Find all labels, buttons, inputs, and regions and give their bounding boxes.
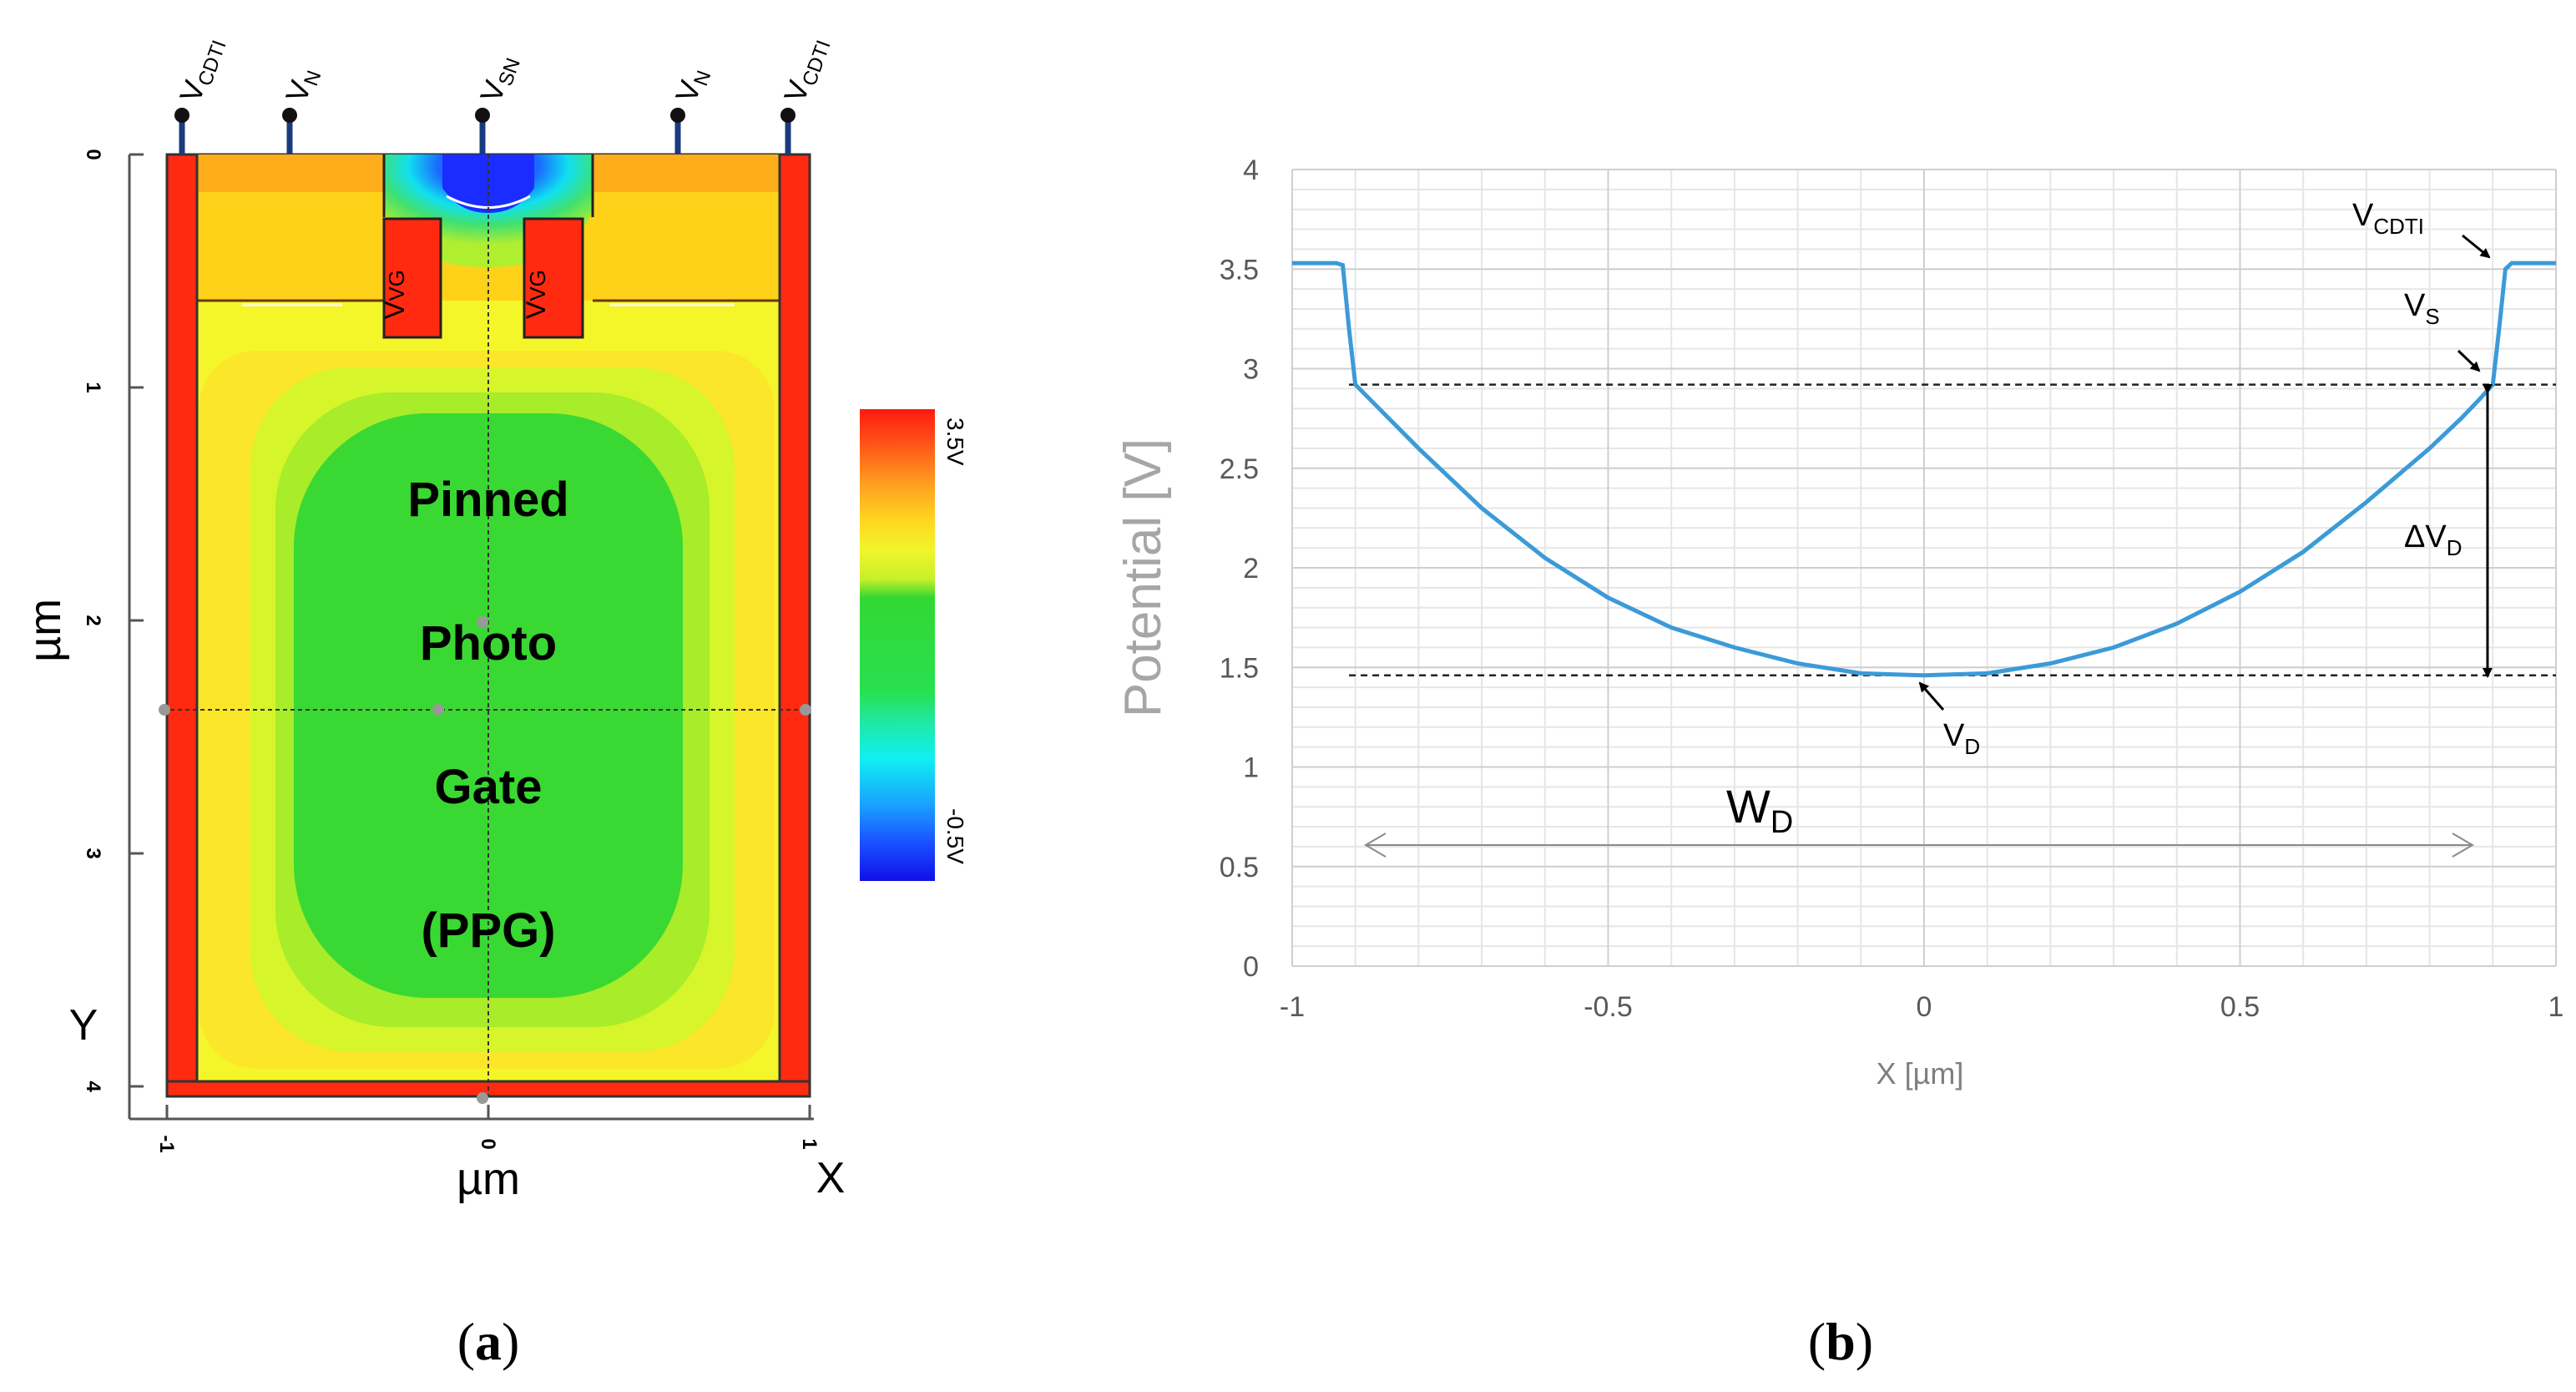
y-tick-labels: 0 0.5 1 1.5 2 2.5 3 3.5 4 [1220, 154, 1259, 983]
sense-node-core [442, 154, 534, 213]
contact-label-vsn: VSN [473, 50, 525, 108]
x-axis-title: µm [457, 1154, 520, 1204]
colorbar-max-label: 3.5V [942, 418, 968, 466]
panel-a: VCDTI VN VSN VN VCDTI VVG VVG Pinned Pho… [20, 33, 968, 1371]
annotation-vs: VS [2404, 288, 2440, 329]
cutline-node [159, 704, 170, 716]
wd-arrowhead-left [1364, 833, 1386, 858]
y-tick-label: 0 [1243, 951, 1259, 983]
panel-a-x-ticks [165, 1105, 811, 1119]
x-axis-letter: X [816, 1154, 846, 1202]
y-tick-label: 1.5 [1220, 652, 1259, 684]
x-tick-label: 0 [1917, 991, 1932, 1023]
potential-series-line [1292, 261, 2556, 678]
cutline-node [477, 616, 488, 628]
x-axis-title: X [µm] [1876, 1056, 1964, 1091]
colorbar [860, 409, 935, 881]
y-axis-title: Potential [V] [1114, 438, 1172, 717]
y-tick-label: 0.5 [1220, 852, 1259, 883]
cutline-node [432, 704, 444, 716]
colorbar-min-label: -0.5V [942, 808, 968, 864]
x-tick-label: 0.5 [2220, 991, 2260, 1023]
panel-b: 0 0.5 1 1.5 2 2.5 3 3.5 4 -1 -0.5 0 0.5 1 Potential … [1114, 154, 2563, 1371]
wd-arrowhead-right [2452, 833, 2474, 858]
panel-a-y-ticks [129, 153, 144, 1088]
y-tick-label: 4 [1243, 154, 1259, 186]
vertical-gate-left [382, 217, 442, 339]
y-axis-letter: Y [69, 1001, 98, 1050]
x-tick-label: -1 [1280, 991, 1305, 1023]
arrow-vcdti [2462, 234, 2491, 259]
gate-label-right: VVG [521, 270, 551, 319]
ppg-label-line-1: Pinned [407, 473, 568, 527]
major-grid [1291, 169, 2557, 967]
cdti-left [165, 153, 199, 1098]
vertical-gate-right [523, 217, 584, 339]
annotation-vd: VD [1943, 718, 1980, 759]
cutline-node [477, 1092, 488, 1104]
annotation-delta-vd: ΔVD [2404, 519, 2462, 560]
x-tick-label: 1 [2548, 991, 2564, 1023]
y-tick-label: 2.5 [1220, 453, 1259, 485]
surface-layer-left [197, 154, 384, 192]
contact-label-vcdti-right: VCDTI [777, 33, 836, 109]
x-tick-label: -0.5 [1583, 991, 1633, 1023]
contact-label-vcdti-left: VCDTI [173, 33, 231, 109]
arrow-vd [1918, 681, 1945, 711]
y-tick-label: 3 [1243, 354, 1259, 386]
ppg-label-line-2: Photo [420, 616, 557, 671]
annotation-wd: WD [1726, 780, 1793, 840]
y-tick-label: 3 [82, 848, 104, 858]
y-tick-label: 2 [1243, 553, 1259, 585]
contact-pins [174, 108, 796, 154]
arrow-vs [2457, 349, 2481, 372]
x-tick-label: 1 [798, 1138, 821, 1149]
y-tick-label: 1 [1243, 752, 1259, 784]
y-tick-label: 2 [82, 615, 104, 625]
surface-layer-right [593, 154, 781, 192]
contact-label-vn-left: VN [279, 63, 326, 108]
cdti-right [778, 153, 811, 1098]
contact-label-vn-right: VN [669, 63, 715, 108]
y-tick-label: 1 [82, 382, 104, 392]
gate-label-left: VVG [380, 270, 410, 319]
y-tick-label: 0 [82, 149, 104, 159]
x-tick-labels: -1 -0.5 0 0.5 1 [1280, 991, 2564, 1023]
cutline-node [800, 704, 811, 716]
ppg-label-line-3: Gate [435, 760, 543, 814]
annotation-vcdti: VCDTI [2352, 198, 2424, 239]
reference-lines [1349, 383, 2556, 677]
y-tick-label: 3.5 [1220, 254, 1259, 286]
x-tick-label: -1 [155, 1135, 178, 1152]
y-axis-title: µm [20, 599, 70, 662]
y-tick-label: 4 [82, 1081, 104, 1092]
caption-a: (a) [457, 1312, 520, 1371]
caption-b: (b) [1808, 1312, 1873, 1371]
x-tick-label: 0 [477, 1138, 499, 1149]
ppg-label-line-4: (PPG) [421, 904, 555, 958]
